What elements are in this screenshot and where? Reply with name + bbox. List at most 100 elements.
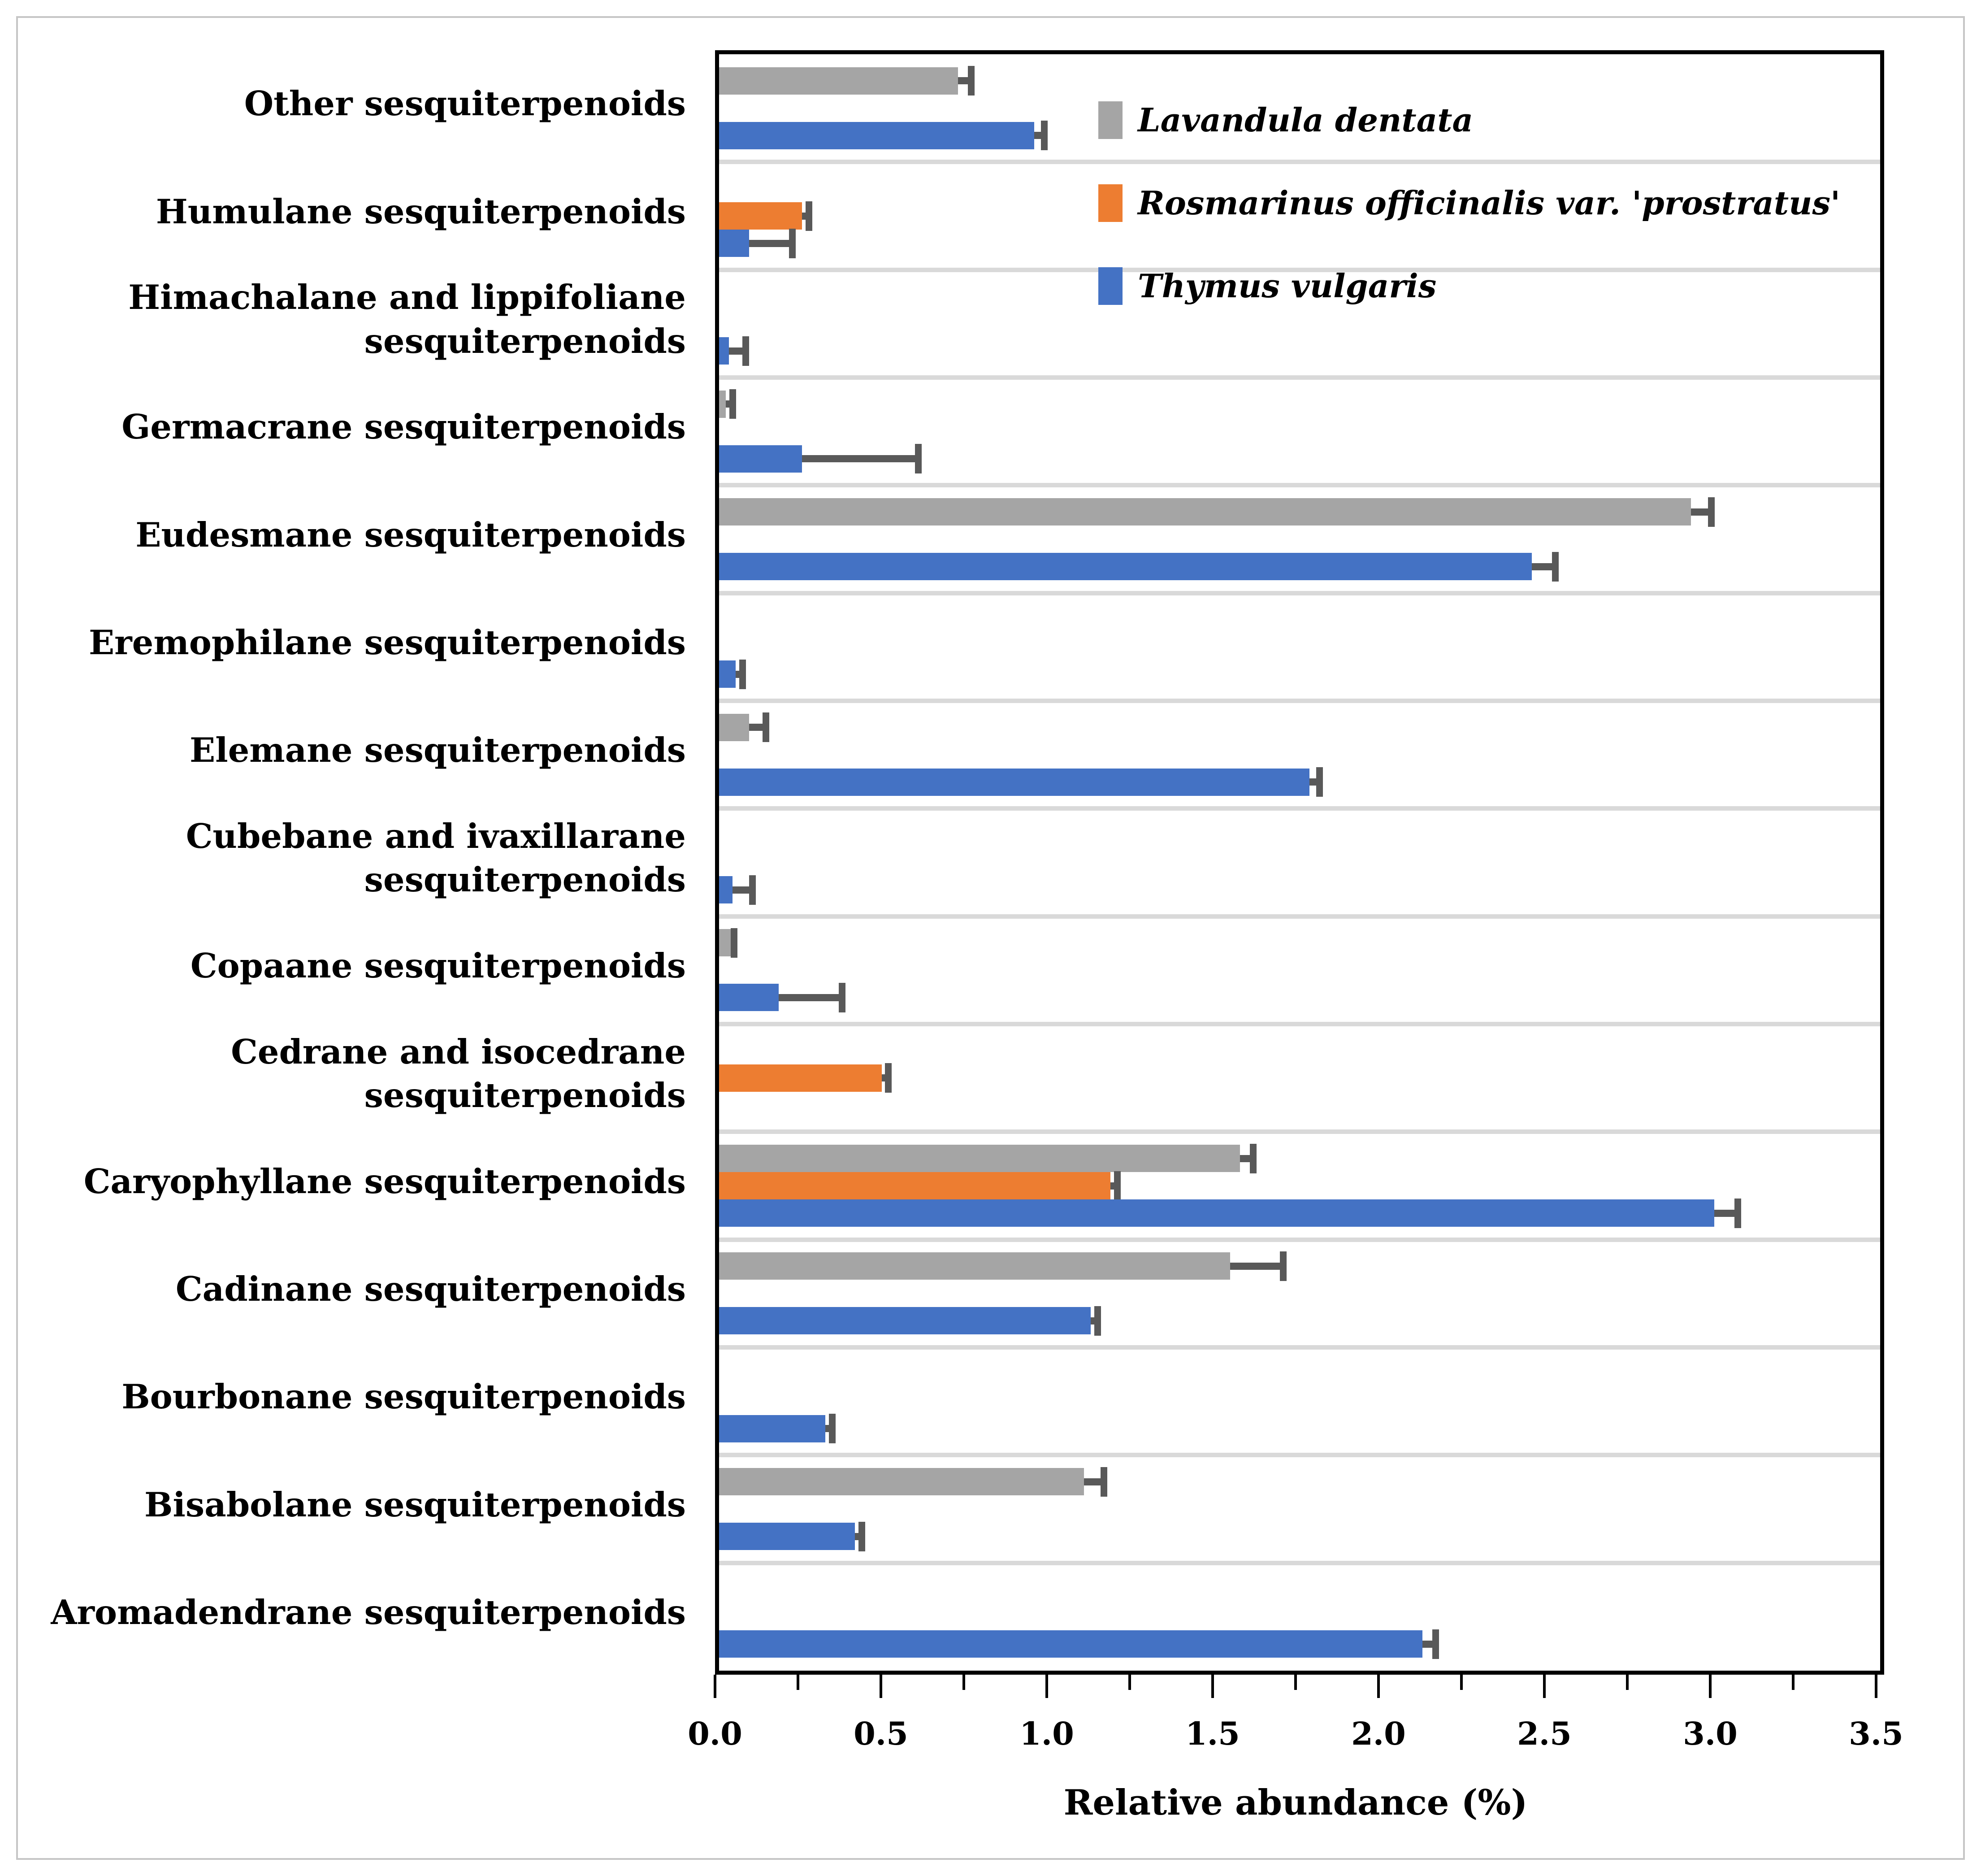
minor-tick [1294, 1675, 1297, 1690]
major-tick [1543, 1675, 1546, 1698]
x-tick-label: 1.5 [1185, 1715, 1240, 1752]
bar-lavandula-cat13 [719, 1468, 1084, 1495]
legend-swatch-icon [1098, 267, 1123, 305]
error-bar-cap [1552, 552, 1559, 582]
bar-thymus-cat8 [719, 984, 779, 1012]
minor-tick [962, 1675, 965, 1690]
minor-tick [1128, 1675, 1131, 1690]
x-tick-label: 2.0 [1351, 1715, 1406, 1752]
bar-thymus-cat5 [719, 660, 736, 688]
category-label: Other sesquiterpenoids [244, 84, 686, 124]
legend-label: Lavandula dentata [1138, 101, 1474, 139]
error-bar-cap [1041, 121, 1048, 151]
category-label: Bisabolane sesquiterpenoids [144, 1485, 686, 1524]
legend-item: Thymus vulgaris [1098, 267, 1436, 305]
bar-thymus-cat4 [719, 553, 1532, 580]
legend-item: Lavandula dentata [1098, 101, 1473, 139]
error-bar-line [1240, 1155, 1253, 1162]
error-bar-cap [1280, 1251, 1287, 1281]
minor-tick [797, 1675, 799, 1690]
error-bar-cap [1250, 1143, 1257, 1173]
legend-swatch-icon [1098, 184, 1123, 222]
category-label: Cedrane and isocedrane sesquiterpenoids [231, 1032, 686, 1116]
bar-lavandula-cat8 [719, 929, 731, 957]
error-bar-line [1230, 1262, 1283, 1270]
error-bar-cap [1734, 1198, 1741, 1228]
bar-lavandula-cat10 [719, 1145, 1240, 1172]
error-bar-line [729, 347, 746, 355]
x-tick-label: 3.5 [1849, 1715, 1903, 1752]
bar-rosmarinus-cat10 [719, 1172, 1111, 1199]
plot-area [715, 50, 1884, 1675]
category-label: Cadinane sesquiterpenoids [175, 1269, 686, 1309]
error-bar-cap [749, 875, 756, 905]
error-bar-cap [729, 389, 736, 419]
x-tick-label: 0.0 [688, 1715, 742, 1752]
error-bar-line [802, 455, 918, 463]
error-bar-cap [838, 982, 845, 1012]
bar-lavandula-cat4 [719, 498, 1691, 525]
error-bar-cap [789, 228, 796, 258]
x-tick-label: 0.5 [854, 1715, 908, 1752]
error-bar-cap [742, 336, 750, 366]
category-separator-line [719, 1345, 1880, 1350]
error-bar-line [1422, 1640, 1436, 1648]
minor-tick [1792, 1675, 1795, 1690]
error-bar-cap [731, 928, 738, 958]
category-label: Humulane sesquiterpenoids [156, 191, 686, 231]
category-separator-line [719, 1560, 1880, 1565]
error-bar-line [749, 724, 766, 731]
bar-lavandula-cat11 [719, 1252, 1230, 1280]
category-separator-line [719, 267, 1880, 272]
category-label: Germacrane sesquiterpenoids [121, 407, 686, 447]
x-tick-label: 3.0 [1683, 1715, 1738, 1752]
major-tick [1709, 1675, 1712, 1698]
bar-thymus-cat7 [719, 876, 733, 903]
bar-thymus-cat13 [719, 1523, 855, 1550]
category-separator-line [719, 375, 1880, 380]
error-bar-cap [1094, 1306, 1101, 1336]
category-label: Aromadendrane sesquiterpenoids [51, 1593, 686, 1633]
error-bar-cap [858, 1521, 866, 1551]
error-bar-line [1084, 1478, 1104, 1485]
category-separator-line [719, 1237, 1880, 1242]
legend-label: Rosmarinus officinalis var. 'prostratus' [1138, 184, 1841, 222]
bar-lavandula-cat3 [719, 390, 726, 418]
x-axis-title: Relative abundance (%) [1063, 1782, 1528, 1823]
category-separator-line [719, 591, 1880, 595]
bar-thymus-cat6 [719, 768, 1310, 796]
error-bar-line [1714, 1209, 1738, 1217]
error-bar-cap [762, 712, 769, 743]
error-bar-line [732, 886, 752, 894]
error-bar-cap [739, 659, 746, 689]
category-separator-line [719, 1129, 1880, 1134]
error-bar-cap [1708, 497, 1715, 527]
category-separator-line [719, 699, 1880, 703]
major-tick [1377, 1675, 1380, 1698]
bar-thymus-cat3 [719, 445, 802, 473]
bar-thymus-cat1 [719, 230, 749, 257]
error-bar-cap [915, 444, 922, 474]
legend-swatch-icon [1098, 101, 1123, 139]
bar-rosmarinus-cat9 [719, 1064, 882, 1092]
error-bar-cap [968, 66, 975, 96]
major-tick [1211, 1675, 1214, 1698]
major-tick [880, 1675, 882, 1698]
bar-thymus-cat14 [719, 1630, 1422, 1658]
x-tick-label: 1.0 [1019, 1715, 1074, 1752]
error-bar-line [749, 239, 792, 247]
category-label: Bourbonane sesquiterpenoids [121, 1377, 686, 1417]
bar-thymus-cat2 [719, 337, 729, 365]
category-separator-line [719, 1453, 1880, 1458]
minor-tick [1460, 1675, 1463, 1690]
legend-label: Thymus vulgaris [1138, 267, 1437, 305]
major-tick [1045, 1675, 1048, 1698]
bar-thymus-cat0 [719, 122, 1034, 149]
figure-border [16, 16, 1965, 1860]
error-bar-line [1532, 563, 1555, 570]
error-bar-line [1691, 508, 1711, 516]
error-bar-cap [1316, 767, 1323, 797]
error-bar-cap [885, 1063, 892, 1093]
category-separator-line [719, 914, 1880, 919]
category-label: Copaane sesquiterpenoids [190, 946, 686, 986]
